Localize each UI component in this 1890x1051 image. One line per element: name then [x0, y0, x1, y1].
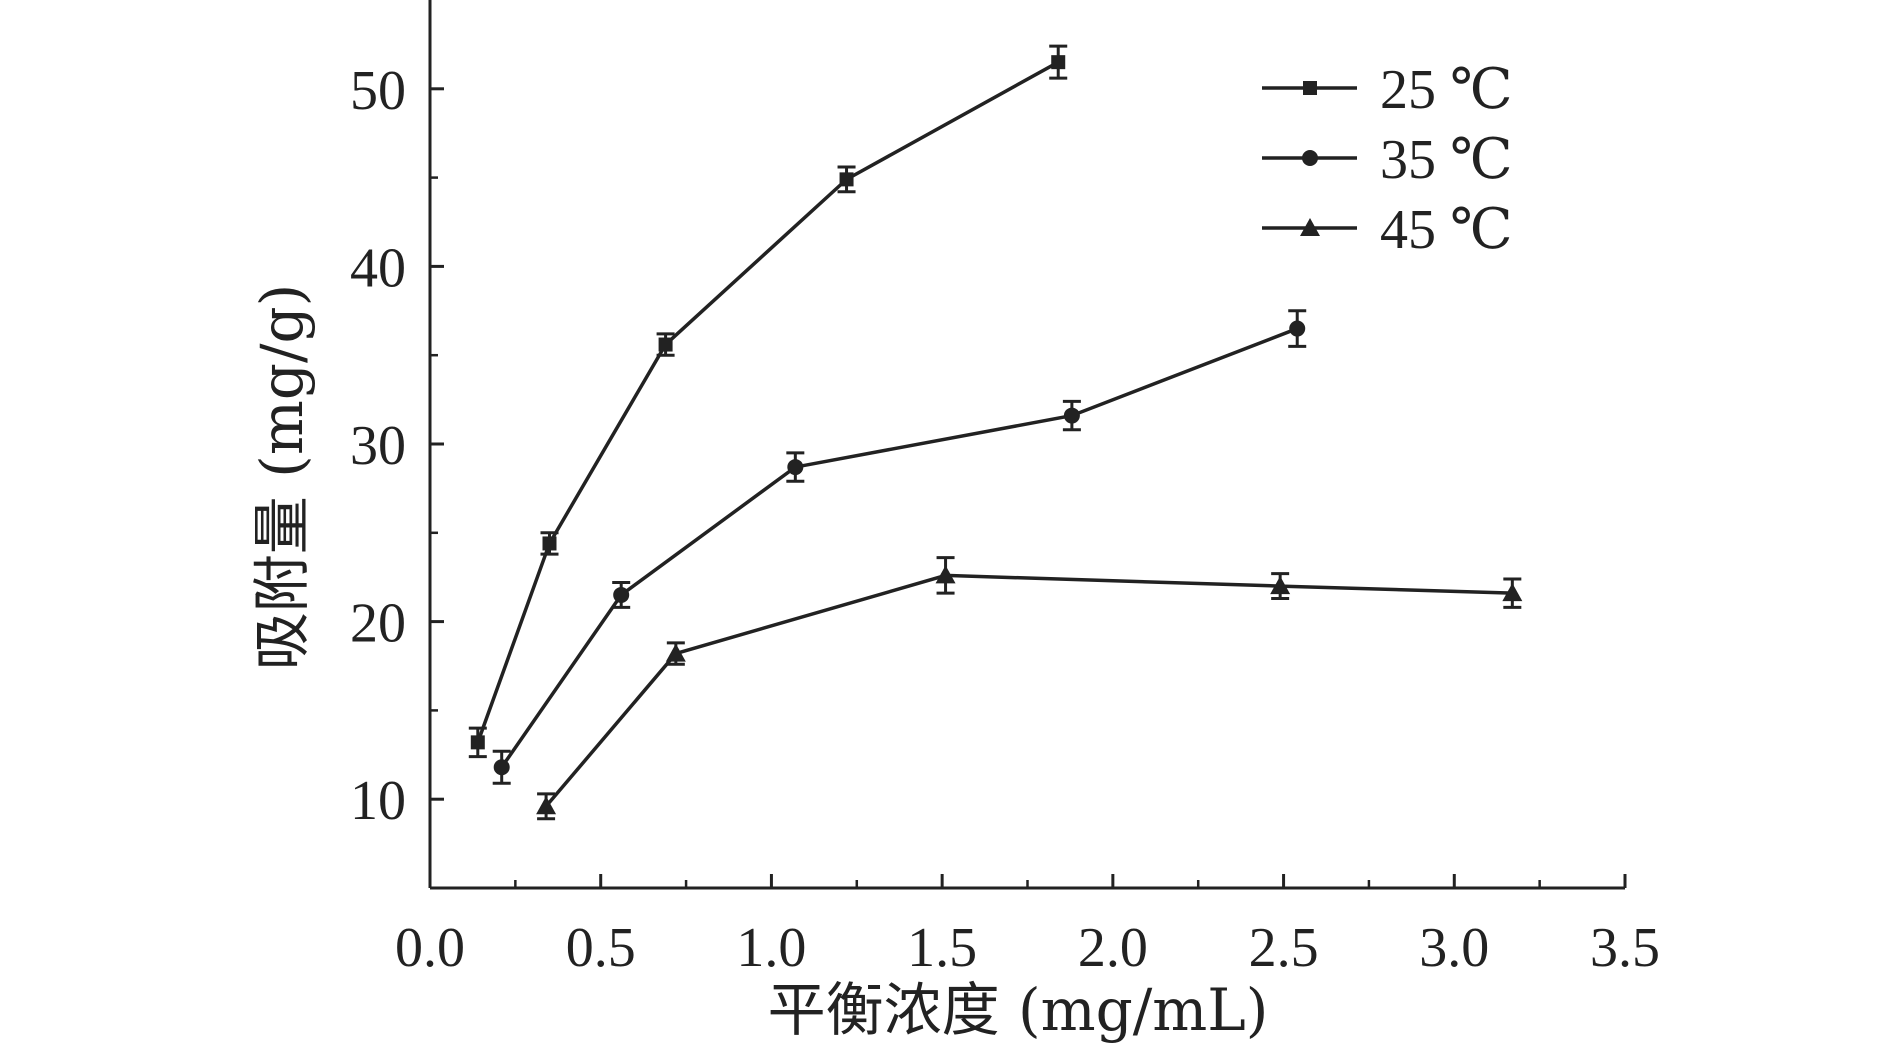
- x-tick-label: 1.0: [736, 917, 806, 979]
- series-line: [500, 326, 1298, 769]
- data-point: [787, 459, 804, 476]
- legend-item: 45 ℃: [1262, 199, 1513, 261]
- x-axis-title: 平衡浓度 (mg/mL): [768, 976, 1269, 1044]
- data-point: [1502, 583, 1523, 602]
- axes: 0.0 0.5 1.0 1.5 2.0 2.5 3.0 3.5 10 20 30 40 50: [350, 0, 1660, 979]
- data-point: [470, 735, 485, 750]
- data-point: [658, 337, 673, 352]
- legend-label: 45 ℃: [1380, 199, 1513, 261]
- x-tick-label: 2.5: [1249, 917, 1319, 979]
- y-tick-label: 10: [350, 770, 406, 832]
- y-tick-label: 20: [350, 593, 406, 655]
- data-point: [536, 796, 557, 815]
- legend-marker: [1302, 150, 1318, 166]
- x-tick-label: 3.5: [1590, 917, 1660, 979]
- data-point: [1051, 55, 1066, 70]
- legend-item: 35 ℃: [1262, 129, 1513, 191]
- series-1: [468, 44, 1068, 759]
- y-tick-label: 30: [350, 415, 406, 477]
- series-line: [476, 60, 1060, 743]
- y-tick-label: 40: [350, 237, 406, 299]
- data-point: [1063, 407, 1080, 424]
- legend-marker: [1303, 81, 1317, 95]
- x-tick-label: 2.0: [1078, 917, 1148, 979]
- y-axis-title: 吸附量 (mg/g): [248, 284, 316, 671]
- data-point: [839, 172, 854, 187]
- data-point: [542, 536, 557, 551]
- y-tick-label: 50: [350, 60, 406, 122]
- data-point: [493, 759, 510, 776]
- data-point: [935, 565, 956, 584]
- series-3: [536, 556, 1523, 821]
- series-layer: [468, 44, 1523, 821]
- data-point: [1289, 320, 1306, 337]
- legend: 25 ℃ 35 ℃ 45 ℃: [1262, 59, 1513, 261]
- data-point: [613, 586, 630, 603]
- x-tick-label: 3.0: [1419, 917, 1489, 979]
- data-point: [665, 643, 686, 662]
- x-tick-label: 0.5: [566, 917, 636, 979]
- series-2: [492, 309, 1307, 785]
- legend-label: 35 ℃: [1380, 129, 1513, 191]
- legend-label: 25 ℃: [1380, 59, 1513, 121]
- series-line: [544, 573, 1513, 808]
- legend-marker: [1300, 218, 1320, 236]
- data-point: [1270, 576, 1291, 595]
- legend-item: 25 ℃: [1262, 59, 1513, 121]
- x-tick-label: 1.5: [907, 917, 977, 979]
- x-tick-label: 0.0: [395, 917, 465, 979]
